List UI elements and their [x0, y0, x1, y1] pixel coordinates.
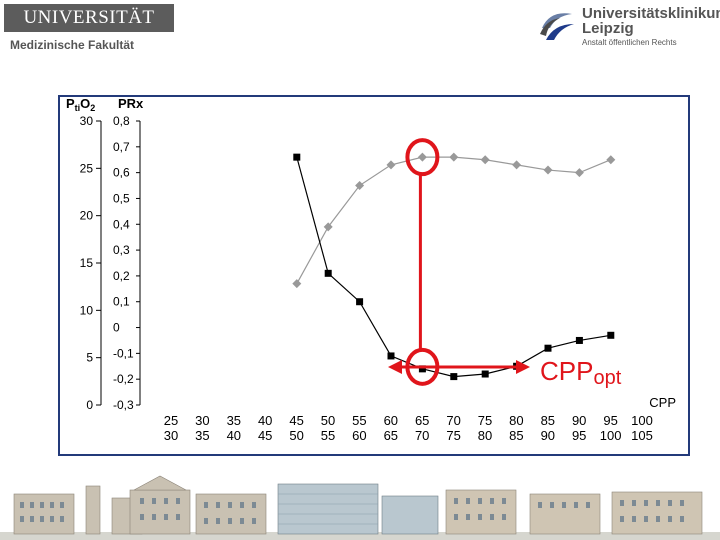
prx-point [543, 165, 553, 175]
x-tick-label-bottom: 85 [509, 428, 523, 443]
y-right-tick-label: 0,1 [113, 295, 130, 309]
x-tick-label-bottom: 35 [195, 428, 209, 443]
clinic-name: Universitätsklinikum [582, 5, 720, 22]
x-tick-label-top: 95 [603, 413, 617, 428]
x-tick-label-top: 55 [352, 413, 366, 428]
cpp-opt-main: CPP [540, 356, 593, 386]
y-right-tick-label: 0,7 [113, 140, 130, 154]
chart-frame [58, 95, 690, 456]
pto2-point [450, 373, 458, 381]
x-tick-label-top: 35 [227, 413, 241, 428]
x-tick-label-bottom: 60 [352, 428, 366, 443]
prx-point [606, 155, 616, 165]
prx-point [417, 152, 427, 162]
pto2-point [607, 331, 615, 339]
y-left-tick-label: 25 [80, 161, 94, 175]
prx-point [449, 152, 459, 162]
x-tick-label-top: 30 [195, 413, 209, 428]
x-tick-label-bottom: 55 [321, 428, 335, 443]
prx-point [574, 168, 584, 178]
y-right-tick-label: 0,2 [113, 269, 130, 283]
y-right-tick-label: 0,6 [113, 166, 130, 180]
prx-point [386, 160, 396, 170]
x-tick-label-bottom: 90 [541, 428, 555, 443]
y-right-tick-label: 0,4 [113, 217, 130, 231]
x-tick-label-top: 50 [321, 413, 335, 428]
y-left-tick-label: 5 [86, 351, 93, 365]
x-tick-label-top: 100 [631, 413, 653, 428]
pto2-point [387, 352, 395, 360]
x-tick-label-top: 45 [289, 413, 303, 428]
x-tick-label-bottom: 100 [600, 428, 622, 443]
x-tick-label-top: 90 [572, 413, 586, 428]
y-right-tick-label: 0 [113, 321, 120, 335]
y-left-label-sub2: 2 [90, 103, 95, 113]
x-tick-label-bottom: 45 [258, 428, 272, 443]
y-left-tick-label: 20 [80, 209, 94, 223]
optimum-arrow-left-head [388, 360, 402, 374]
svg-text:PtiO2: PtiO2 [66, 96, 95, 113]
y-left-tick-label: 10 [80, 303, 94, 317]
prx-point [355, 181, 365, 191]
y-right-tick-label: 0,8 [113, 114, 130, 128]
x-tick-label-bottom: 80 [478, 428, 492, 443]
pto2-point [481, 370, 489, 378]
prx-point [323, 222, 333, 232]
pto2-point [575, 336, 583, 344]
x-tick-label-top: 65 [415, 413, 429, 428]
x-tick-label-top: 80 [509, 413, 523, 428]
x-tick-label-bottom: 30 [164, 428, 178, 443]
clinic-emblem-icon [540, 13, 574, 40]
pto2-point [324, 269, 332, 277]
x-tick-label-top: 85 [541, 413, 555, 428]
optimum-arrow-right-head [516, 360, 530, 374]
clinic-subtitle: Anstalt öffentlichen Rechts [582, 38, 677, 47]
pto2-point [356, 298, 364, 306]
x-tick-label-bottom: 105 [631, 428, 653, 443]
y-right-tick-label: 0,3 [113, 243, 130, 257]
x-tick-label-top: 75 [478, 413, 492, 428]
y-left-tick-label: 0 [86, 398, 93, 412]
y-axis-label: PtiO2 PRx [66, 96, 144, 113]
x-tick-label-top: 25 [164, 413, 178, 428]
prx-point [512, 160, 522, 170]
clinic-city: Leipzig [582, 20, 634, 37]
y-left-label-o: O [80, 96, 90, 111]
optimum-circle-top [405, 138, 440, 177]
university-logo: UNIVERSITÄT LEIPZIG [4, 4, 174, 56]
x-axis-label: CPP [649, 395, 676, 410]
clinic-logo: Universitätsklinikum Leipzig Anstalt öff… [538, 5, 720, 50]
y-right-tick-label: -0,2 [113, 372, 134, 386]
x-tick-label-top: 60 [384, 413, 398, 428]
prx-point [292, 279, 302, 289]
cpp-opt-sub: opt [593, 367, 621, 389]
x-tick-label-bottom: 95 [572, 428, 586, 443]
y-left-label-sub: ti [75, 103, 81, 113]
y-right-tick-label: 0,5 [113, 191, 130, 205]
y-right-label: PRx [118, 96, 144, 111]
campus-buildings-illustration [0, 475, 720, 540]
x-tick-label-top: 40 [258, 413, 272, 428]
y-right-tick-label: -0,3 [113, 398, 134, 412]
x-tick-label-bottom: 65 [384, 428, 398, 443]
cpp-opt-annotation: CPPopt [540, 356, 622, 389]
y-left-label-p: P [66, 96, 75, 111]
pto2-point [293, 153, 301, 161]
x-tick-label-bottom: 40 [227, 428, 241, 443]
y-left-tick-label: 15 [80, 256, 94, 270]
y-right-tick-label: -0,1 [113, 346, 134, 360]
x-tick-label-top: 70 [446, 413, 460, 428]
x-tick-label-bottom: 50 [289, 428, 303, 443]
x-tick-label-bottom: 70 [415, 428, 429, 443]
pto2-point [418, 365, 426, 373]
prx-line [296, 156, 612, 284]
prx-point [480, 155, 490, 165]
faculty-title: Medizinische Fakultät [10, 38, 135, 52]
pto2-point [544, 344, 552, 352]
pto2-line [296, 156, 611, 378]
y-left-tick-label: 30 [80, 114, 94, 128]
x-tick-label-bottom: 75 [446, 428, 460, 443]
